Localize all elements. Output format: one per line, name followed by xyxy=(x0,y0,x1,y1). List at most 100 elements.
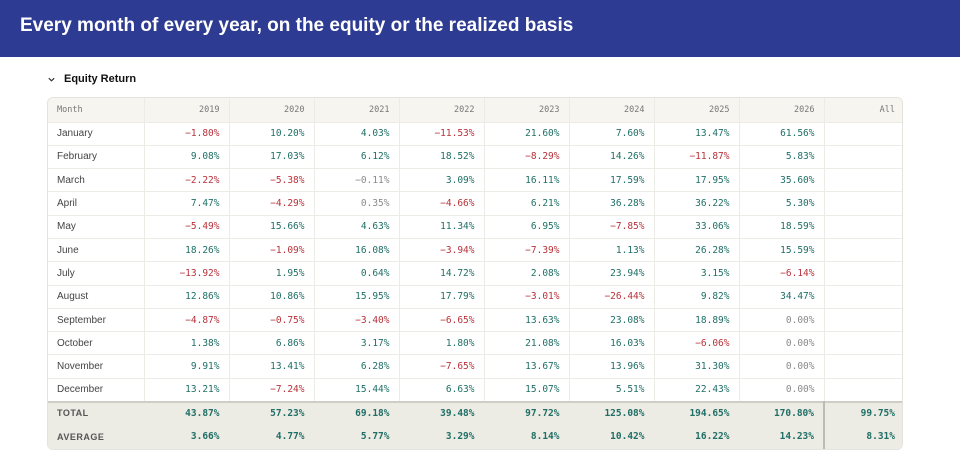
return-cell: −7.65% xyxy=(399,354,485,379)
empty-cell xyxy=(824,285,902,309)
return-cell: −3.94% xyxy=(399,238,485,263)
return-cell: 3.15% xyxy=(654,261,740,286)
return-cell: −11.53% xyxy=(399,122,485,146)
month-cell: February xyxy=(48,145,145,170)
month-row: December 13.21% −7.24% 15.44% 6.63% 15.07% 5.5… xyxy=(48,378,902,403)
return-cell: 0.64% xyxy=(314,261,400,286)
column-header: All xyxy=(824,98,902,123)
month-row: September −4.87% −0.75% −3.40% −6.65% 13.63% 2… xyxy=(48,308,902,333)
return-cell: 10.20% xyxy=(229,122,315,146)
column-header: 2025 xyxy=(654,98,740,123)
return-cell: −7.85% xyxy=(569,215,655,239)
return-cell: −5.49% xyxy=(144,215,230,239)
empty-cell xyxy=(824,215,902,239)
return-cell: 0.00% xyxy=(739,308,825,333)
column-header: Month xyxy=(48,98,145,123)
return-cell: 1.95% xyxy=(229,261,315,286)
summary-label: TOTAL xyxy=(48,400,145,426)
summary-cell: 43.87% xyxy=(144,400,230,426)
return-cell: −4.66% xyxy=(399,191,485,216)
returns-table: Month 2019 2020 2021 2022 2023 2024 2025 2026 All… xyxy=(48,98,902,449)
return-cell: 17.79% xyxy=(399,285,485,309)
return-cell: −7.39% xyxy=(484,238,570,263)
summary-cell: 125.08% xyxy=(569,400,655,426)
summary-cell: 3.29% xyxy=(399,424,485,449)
summary-label: AVERAGE xyxy=(48,424,145,449)
collapse-toggle[interactable] xyxy=(47,75,56,84)
summary-cell: 194.65% xyxy=(654,400,740,426)
return-cell: 3.09% xyxy=(399,168,485,193)
month-cell: January xyxy=(48,122,145,146)
return-cell: 13.67% xyxy=(484,354,570,379)
return-cell: 26.28% xyxy=(654,238,740,263)
return-cell: 14.26% xyxy=(569,145,655,170)
return-cell: 0.00% xyxy=(739,331,825,356)
return-cell: −8.29% xyxy=(484,145,570,170)
empty-cell xyxy=(824,238,902,263)
return-cell: 6.95% xyxy=(484,215,570,239)
table-container: Month 2019 2020 2021 2022 2023 2024 2025 2026 All… xyxy=(47,97,903,450)
summary-cell: 97.72% xyxy=(484,400,570,426)
summary-cell: 3.66% xyxy=(144,424,230,449)
return-cell: 4.63% xyxy=(314,215,400,239)
return-cell: 16.03% xyxy=(569,331,655,356)
column-header: 2022 xyxy=(399,98,485,123)
column-header: 2024 xyxy=(569,98,655,123)
return-cell: 18.89% xyxy=(654,308,740,333)
return-cell: −1.80% xyxy=(144,122,230,146)
return-cell: 23.94% xyxy=(569,261,655,286)
return-cell: 13.96% xyxy=(569,354,655,379)
summary-row: AVERAGE 3.66% 4.77% 5.77% 3.29% 8.14% 10.42% 16… xyxy=(48,424,902,449)
return-cell: 33.06% xyxy=(654,215,740,239)
empty-cell xyxy=(824,191,902,216)
section-label: Equity Return xyxy=(64,73,137,85)
return-cell: −3.40% xyxy=(314,308,400,333)
header-bar: Every month of every year, on the equity… xyxy=(0,0,960,57)
return-cell: 4.03% xyxy=(314,122,400,146)
month-row: January −1.80% 10.20% 4.03% −11.53% 21.60% 7.6… xyxy=(48,122,902,146)
return-cell: −0.11% xyxy=(314,168,400,193)
return-cell: 10.86% xyxy=(229,285,315,309)
return-cell: −1.09% xyxy=(229,238,315,263)
return-cell: 18.52% xyxy=(399,145,485,170)
return-cell: 21.60% xyxy=(484,122,570,146)
return-cell: 21.08% xyxy=(484,331,570,356)
month-cell: August xyxy=(48,285,145,309)
return-cell: 31.30% xyxy=(654,354,740,379)
return-cell: 17.03% xyxy=(229,145,315,170)
month-row: June 18.26% −1.09% 16.08% −3.94% −7.39% 1.13% 2… xyxy=(48,238,902,263)
return-cell: 11.34% xyxy=(399,215,485,239)
return-cell: 13.41% xyxy=(229,354,315,379)
summary-cell: 99.75% xyxy=(824,400,902,426)
return-cell: 13.63% xyxy=(484,308,570,333)
summary-cell: 16.22% xyxy=(654,424,740,449)
empty-cell xyxy=(824,308,902,333)
return-cell: −6.65% xyxy=(399,308,485,333)
empty-cell xyxy=(824,145,902,170)
column-header: 2026 xyxy=(739,98,825,123)
empty-cell xyxy=(824,354,902,379)
return-cell: 5.51% xyxy=(569,378,655,403)
month-cell: June xyxy=(48,238,145,263)
return-cell: 6.63% xyxy=(399,378,485,403)
summary-row: TOTAL 43.87% 57.23% 69.18% 39.48% 97.72% 125.0… xyxy=(48,400,902,426)
return-cell: 61.56% xyxy=(739,122,825,146)
month-row: May −5.49% 15.66% 4.63% 11.34% 6.95% −7.85% 33.… xyxy=(48,215,902,239)
return-cell: 9.91% xyxy=(144,354,230,379)
return-cell: 22.43% xyxy=(654,378,740,403)
month-row: April 7.47% −4.29% 0.35% −4.66% 6.21% 36.28% 36… xyxy=(48,191,902,216)
return-cell: −2.22% xyxy=(144,168,230,193)
month-row: October 1.38% 6.86% 3.17% 1.80% 21.08% 16.03% −… xyxy=(48,331,902,356)
column-header: 2021 xyxy=(314,98,400,123)
table-body: January −1.80% 10.20% 4.03% −11.53% 21.60% 7.6… xyxy=(48,122,902,449)
month-cell: July xyxy=(48,261,145,286)
section-header: Equity Return xyxy=(47,73,136,85)
return-cell: 15.59% xyxy=(739,238,825,263)
summary-cell: 39.48% xyxy=(399,400,485,426)
return-cell: 7.47% xyxy=(144,191,230,216)
return-cell: 6.28% xyxy=(314,354,400,379)
return-cell: 18.26% xyxy=(144,238,230,263)
month-cell: September xyxy=(48,308,145,333)
summary-cell: 69.18% xyxy=(314,400,400,426)
month-cell: December xyxy=(48,378,145,403)
